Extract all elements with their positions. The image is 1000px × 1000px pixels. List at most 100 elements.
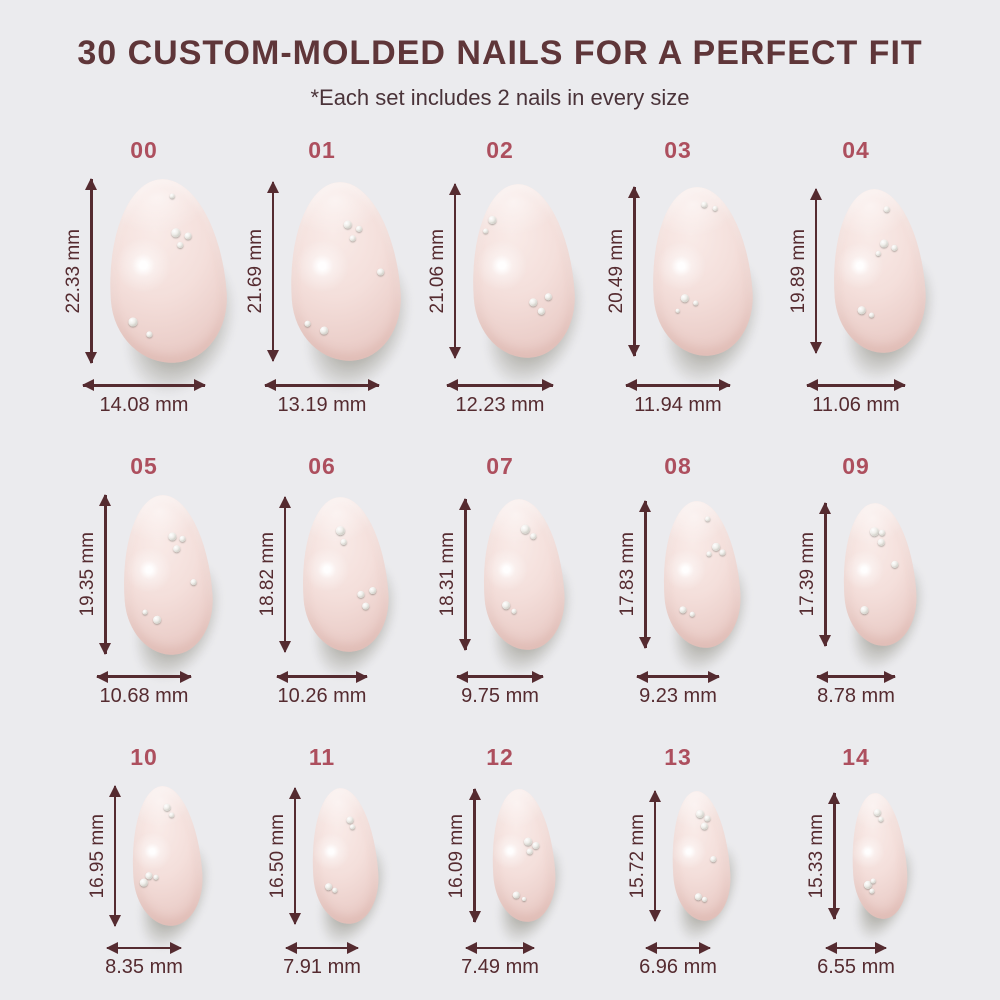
size-number-label: 07 xyxy=(486,452,514,479)
height-dimension-arrow xyxy=(824,502,827,647)
nail-measure-group: 17.39 mm xyxy=(797,488,941,684)
width-measurement-label: 11.94 mm xyxy=(634,393,722,416)
nail-figure xyxy=(465,180,605,405)
rhinestone-gem xyxy=(868,312,875,318)
width-measure-group: 12.23 mm xyxy=(446,370,554,417)
size-number-label: 01 xyxy=(308,137,336,163)
nail-measure-group: 16.95 mm xyxy=(86,779,226,962)
width-measure-group: 8.35 mm xyxy=(105,933,183,980)
nail-measure-group: 17.83 mm xyxy=(617,488,765,687)
height-dimension-arrow xyxy=(453,184,457,358)
width-measurement-label: 12.23 mm xyxy=(455,393,545,416)
rhinestone-gem xyxy=(176,242,183,249)
width-measurement-label: 7.91 mm xyxy=(283,956,361,979)
nail-size-cell: 00 22.33 mm 14.08 mm xyxy=(55,137,259,417)
nail-measure-group: 18.82 mm xyxy=(257,488,415,694)
rhinestone-gem xyxy=(718,549,726,556)
nail-figure xyxy=(654,498,765,687)
height-measurement-label: 15.33 mm xyxy=(806,813,828,898)
height-measurement-label: 16.50 mm xyxy=(266,813,288,898)
size-number-label: 03 xyxy=(664,137,692,163)
height-measurement-label: 16.95 mm xyxy=(86,813,108,898)
height-dimension-arrow xyxy=(271,181,275,361)
height-dimension-arrow xyxy=(473,789,476,923)
rhinestone-gem xyxy=(357,590,366,598)
nail-size-cell: 10 16.95 mm 8.35 mm xyxy=(55,744,233,979)
rhinestone-gem xyxy=(880,239,889,248)
rhinestone-gem xyxy=(152,614,162,624)
rhinestone-gem xyxy=(695,810,705,819)
width-dimension-arrow xyxy=(807,384,905,387)
width-measurement-label: 10.68 mm xyxy=(99,684,189,707)
nail-figure xyxy=(115,491,240,697)
nail-size-cell: 06 18.82 mm 10.26 mm xyxy=(233,453,415,708)
nail-size-cell: 12 16.09 mm 7.49 mm xyxy=(411,744,589,979)
height-measurement-label: 20.49 mm xyxy=(606,228,627,314)
width-measurement-label: 9.75 mm xyxy=(461,684,539,707)
rhinestone-gem xyxy=(689,611,695,618)
nail-figure xyxy=(283,178,432,410)
rhinestone-gem xyxy=(878,529,885,536)
nail-measure-group: 21.06 mm xyxy=(427,172,605,405)
height-dimension-arrow xyxy=(464,499,467,651)
nail-image xyxy=(102,175,232,368)
nail-size-cell: 13 15.72 mm 6.96 mm xyxy=(589,744,767,979)
height-dimension-arrow xyxy=(283,496,287,653)
rhinestone-gem xyxy=(512,891,520,900)
width-measurement-label: 9.23 mm xyxy=(639,684,717,707)
rhinestone-gem xyxy=(679,606,687,614)
width-dimension-arrow xyxy=(96,675,192,678)
width-dimension-arrow xyxy=(276,675,368,678)
width-measurement-label: 14.08 mm xyxy=(99,393,189,416)
width-measurement-label: 8.78 mm xyxy=(817,684,895,707)
nail-figure xyxy=(663,789,753,953)
rhinestone-gem xyxy=(501,601,510,610)
size-number-label: 10 xyxy=(130,743,158,770)
rhinestone-gem xyxy=(524,837,533,847)
rhinestone-gem xyxy=(190,578,197,586)
nail-size-cell: 05 19.35 mm 10.68 mm xyxy=(55,453,240,708)
width-measure-group: 10.26 mm xyxy=(276,661,368,708)
size-number-label: 00 xyxy=(130,137,158,163)
rhinestone-gem xyxy=(529,532,536,540)
width-measurement-label: 6.55 mm xyxy=(817,956,895,979)
size-row: 05 19.35 mm 10.68 mm 06 18.82 mm xyxy=(0,453,1000,708)
width-measure-group: 13.19 mm xyxy=(264,370,380,417)
rhinestone-gem xyxy=(141,609,148,615)
rhinestone-gem xyxy=(140,878,149,887)
nail-size-cell: 03 20.49 mm 11.94 mm xyxy=(589,137,781,417)
rhinestone-gem xyxy=(674,308,679,313)
rhinestone-gem xyxy=(172,544,181,553)
width-dimension-arrow xyxy=(446,384,554,387)
nail-measure-group: 15.72 mm xyxy=(627,779,753,953)
rhinestone-gem xyxy=(692,300,699,306)
width-measure-group: 6.96 mm xyxy=(639,933,717,980)
rhinestone-gem xyxy=(304,320,311,327)
height-dimension-arrow xyxy=(814,189,818,354)
rhinestone-gem xyxy=(700,201,708,208)
height-dimension-arrow xyxy=(104,494,107,655)
nail-measure-group: 19.89 mm xyxy=(787,172,954,397)
rhinestone-gem xyxy=(346,815,355,824)
rhinestone-gem xyxy=(488,215,498,224)
page-subtitle: *Each set includes 2 nails in every size xyxy=(310,85,690,110)
width-measurement-label: 11.06 mm xyxy=(812,393,900,416)
nail-figure xyxy=(474,496,590,690)
rhinestone-gem xyxy=(167,532,176,541)
rhinestone-gem xyxy=(544,293,553,301)
rhinestone-gem xyxy=(859,605,869,615)
nail-size-cell: 14 15.33 mm 6.55 mm xyxy=(767,744,945,979)
width-measure-group: 9.23 mm xyxy=(636,661,720,708)
rhinestone-gem xyxy=(169,193,175,199)
nail-figure xyxy=(483,787,577,956)
size-number-label: 13 xyxy=(664,743,692,770)
width-measure-group: 11.06 mm xyxy=(807,370,905,417)
width-dimension-arrow xyxy=(106,946,182,950)
nail-figure xyxy=(842,790,928,950)
rhinestone-gem xyxy=(355,225,363,232)
rhinestone-gem xyxy=(679,294,689,303)
height-measurement-label: 19.89 mm xyxy=(787,228,809,314)
nail-figure xyxy=(124,783,226,962)
width-measurement-label: 8.35 mm xyxy=(105,956,183,979)
nail-figure xyxy=(834,500,941,684)
